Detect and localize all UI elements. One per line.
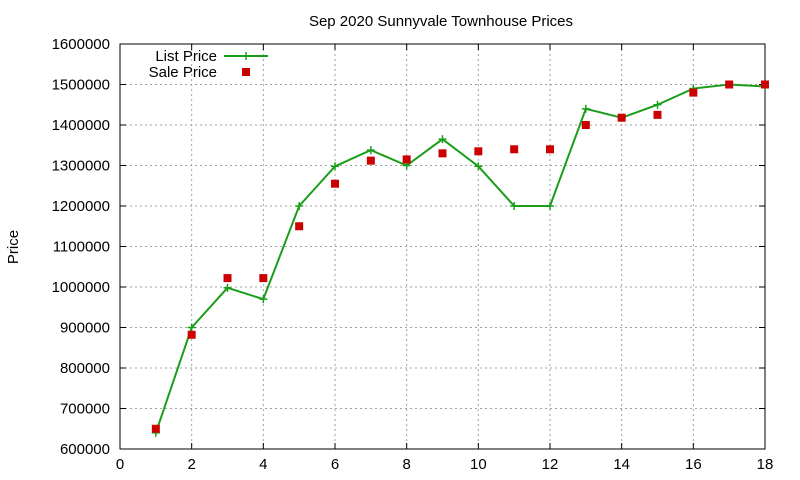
x-tick-label: 8 [402,456,410,473]
sale-price-point [366,156,375,165]
legend-swatch-marker [242,68,250,76]
series [151,80,769,437]
x-tick-label: 14 [613,456,630,473]
y-axis-label: Price [5,230,22,264]
sale-price-point [259,274,268,283]
sale-price-point [653,110,662,119]
list-price-point [187,323,196,332]
list-price-point [331,162,339,171]
y-tick-label: 1100000 [53,239,110,256]
sale-price-point [617,113,626,122]
chart-title: Sep 2020 Sunnyvale Townhouse Prices [309,13,573,30]
y-tick-label: 1400000 [52,117,110,134]
y-tick-label: 1000000 [52,279,110,296]
list-price-point [295,202,304,210]
list-price-point [438,135,447,144]
list-price-point [223,283,232,292]
legend-label: Sale Price [149,64,217,81]
list-price-point [581,104,590,113]
y-tick-label: 1600000 [52,36,110,53]
sale-price-point [151,424,160,433]
sale-price-point [761,80,769,89]
legend-item-sale-price: Sale Price [149,64,250,81]
legend-item-list-price: List Price [155,48,268,65]
sale-price-point [510,145,519,154]
sale-price-point [689,88,698,97]
y-tick-label: 1300000 [52,158,110,175]
sale-price-point [295,222,304,231]
legend-swatch-marker [242,52,250,60]
list-price-point [259,295,268,304]
list-price-point [510,202,519,210]
grid-lines [120,44,765,449]
y-tick-label: 1200000 [52,198,110,215]
sale-price-point [546,145,554,154]
sale-price-point [581,121,590,129]
list-price-point [653,100,662,109]
x-tick-label: 2 [187,456,195,473]
sale-price-point [187,330,196,339]
sale-price-point [474,147,483,156]
sale-price-point [438,149,447,158]
y-tick-label: 900000 [60,320,110,337]
x-tick-label: 6 [331,456,339,473]
series-sale-price [151,80,769,433]
sale-price-point [725,80,734,89]
sale-price-point [331,179,339,188]
y-tick-label: 700000 [60,401,110,418]
list-price-point [366,146,375,155]
y-tick-label: 800000 [60,360,110,377]
y-tick-label: 600000 [60,441,110,458]
series-list-price [151,80,769,437]
x-tick-label: 10 [470,456,487,473]
axis-ticks: 0 2 4 6 8 10 12 14 16 18 600000 700000 800000 900000 1… [52,36,774,473]
x-tick-label: 18 [757,456,774,473]
sale-price-point [223,274,232,283]
list-price-point [474,162,483,171]
legend-label: List Price [155,48,217,65]
x-tick-label: 0 [116,456,124,473]
list-price-line [154,83,766,434]
sale-price-point [402,155,411,164]
x-tick-label: 4 [259,456,267,473]
y-tick-label: 1500000 [52,77,110,94]
x-tick-label: 12 [542,456,559,473]
list-price-point [546,202,554,210]
x-tick-label: 16 [685,456,702,473]
